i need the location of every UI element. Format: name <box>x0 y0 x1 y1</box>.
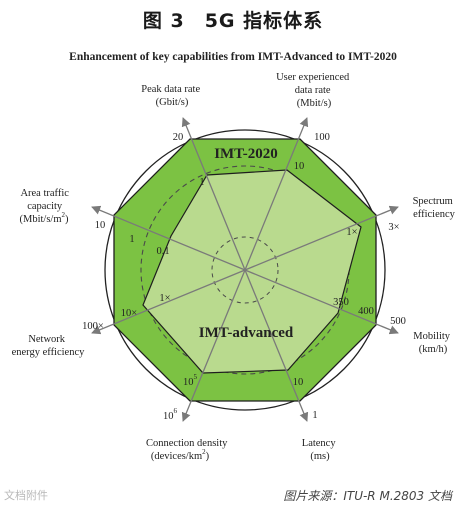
axis-title-spectrum-efficiency: Spectrum efficiency <box>413 196 456 220</box>
axis-latency <box>244 269 309 422</box>
figure-title: 图 3 5G 指标体系 <box>142 10 324 32</box>
axis-title-peak-data-rate: Peak data rate (Gbit/s) <box>141 84 203 108</box>
latency-inner-value: 10 <box>293 377 304 388</box>
axis-area-traffic-capacity <box>91 205 246 271</box>
axis-title-latency: Latency (ms) <box>302 438 338 462</box>
spectrum-outer-value: 3× <box>388 222 399 233</box>
axis-user-data-rate <box>244 117 309 271</box>
axis-network-energy-efficiency <box>91 269 246 335</box>
connection-inner-value: 105 <box>183 373 198 388</box>
peak-outer-value: 20 <box>173 132 184 143</box>
axis-title-user-data-rate: User experienced data rate (Mbit/s) <box>276 72 352 109</box>
energy-inner-value-10x: 10× <box>121 308 138 319</box>
diagram-subtitle: Enhancement of key capabilities from IMT… <box>69 51 397 63</box>
axis-mobility <box>244 269 399 335</box>
series-label-imt-advanced: IMT-advanced <box>199 325 294 341</box>
peak-inner-value: 1 <box>199 177 204 188</box>
connection-outer-value: 106 <box>163 407 178 422</box>
dashed-ring-inner <box>211 236 279 304</box>
energy-outer-value: 100× <box>82 321 104 332</box>
area-inner-value-1: 1 <box>129 234 134 245</box>
axis-title-connection-density: Connection density (devices/km2) <box>146 438 230 462</box>
energy-inner-value-1x: 1× <box>159 293 170 304</box>
user-inner-value: 10 <box>294 161 305 172</box>
spectrum-inner-value: 1× <box>346 227 357 238</box>
axis-connection-density <box>181 269 246 422</box>
axis-title-network-energy-efficiency: Network energy efficiency <box>12 334 86 358</box>
area-outer-value: 10 <box>95 220 106 231</box>
mobility-outer-value: 500 <box>390 316 406 327</box>
axis-title-area-traffic-capacity: Area traffic capacity (Mbit/s/m2) <box>19 188 71 225</box>
area-inner-value-0.1: 0.1 <box>156 246 169 257</box>
mobility-inner-value-350: 350 <box>333 297 349 308</box>
figure-source: 图片来源：ITU-R M.2803 文档 <box>283 489 452 503</box>
axis-title-mobility: Mobility (km/h) <box>413 331 452 355</box>
series-label-imt-2020: IMT-2020 <box>214 146 278 162</box>
axis-spectrum-efficiency <box>244 205 399 271</box>
user-outer-value: 100 <box>314 132 330 143</box>
outer-circle <box>104 129 386 411</box>
mobility-inner-value-400: 400 <box>358 306 374 317</box>
watermark: 文档附件 <box>4 489 48 502</box>
axis-peak-data-rate <box>181 117 246 271</box>
imt-advanced-area <box>142 169 362 374</box>
latency-outer-value: 1 <box>312 410 317 421</box>
